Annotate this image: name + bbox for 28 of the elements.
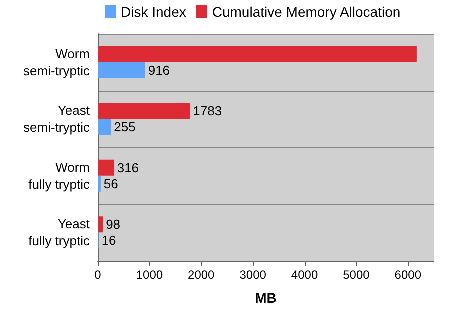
y-tick-label: Worm semi-tryptic bbox=[24, 46, 90, 78]
data-label: 16 bbox=[102, 233, 116, 248]
legend-label: Cumulative Memory Allocation bbox=[212, 4, 401, 20]
x-tick-label: 6000 bbox=[394, 268, 422, 282]
x-tick-label: 3000 bbox=[240, 268, 267, 282]
data-label: 98 bbox=[106, 217, 121, 232]
data-label: 56 bbox=[104, 176, 118, 192]
x-tick-label: 0 bbox=[94, 268, 102, 282]
bar bbox=[98, 46, 417, 62]
legend-label: Disk Index bbox=[121, 4, 186, 20]
bar bbox=[98, 216, 104, 233]
x-tick-label: 5000 bbox=[343, 268, 370, 282]
y-tick-label: Yeast semi-tryptic bbox=[24, 103, 90, 136]
data-label: 316 bbox=[117, 160, 140, 176]
data-label: 916 bbox=[148, 62, 170, 78]
y-tick-label: Worm fully tryptic bbox=[28, 160, 90, 192]
x-tick-label: 2000 bbox=[188, 268, 216, 282]
bar bbox=[98, 176, 101, 192]
y-tick-label: Yeast fully tryptic bbox=[28, 216, 90, 249]
data-label: 255 bbox=[114, 120, 136, 135]
bar bbox=[98, 119, 112, 136]
bar bbox=[98, 160, 114, 176]
x-tick-label: 4000 bbox=[291, 268, 318, 282]
x-axis-title: MB bbox=[255, 290, 277, 306]
bar bbox=[98, 103, 190, 120]
data-label: 1783 bbox=[193, 104, 222, 119]
x-tick-label: 1000 bbox=[136, 268, 164, 282]
bar bbox=[98, 62, 146, 78]
